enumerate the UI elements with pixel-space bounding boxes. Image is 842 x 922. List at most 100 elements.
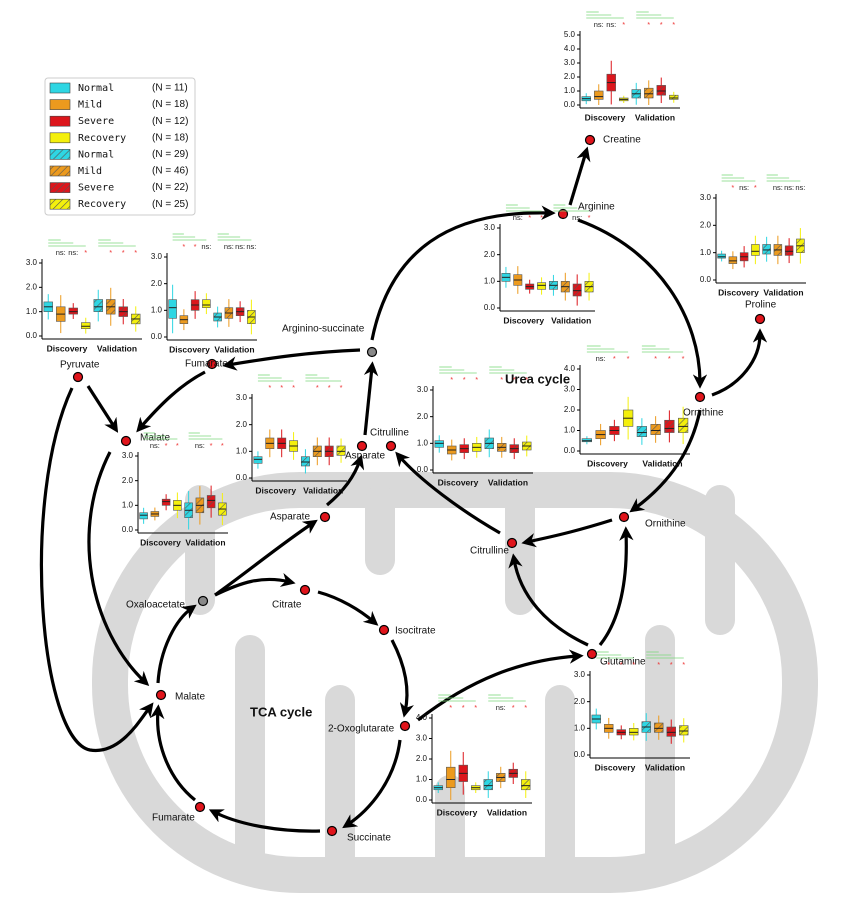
x-tick-label: Validation — [303, 485, 343, 495]
sig-label: * — [672, 20, 675, 29]
box — [664, 419, 675, 433]
box — [656, 85, 666, 96]
y-tick-label: 2.0 — [564, 405, 576, 414]
sig-label: * — [292, 383, 295, 392]
box-chart: 0.0 1.0 2.0 3.0 Discovery ns: * * Validation ns: *… — [122, 432, 228, 547]
legend-swatch — [49, 198, 71, 210]
box — [202, 299, 211, 308]
legend-label: Recovery — [78, 133, 126, 144]
y-tick-label: 0.0 — [122, 525, 134, 534]
x-tick-label: Validation — [97, 343, 137, 353]
sig-label: * — [607, 660, 610, 669]
box — [446, 766, 456, 789]
y-tick-label: 2.0 — [417, 412, 429, 421]
y-tick-label: 0.0 — [236, 473, 248, 482]
sig-label: ns: — [594, 20, 604, 29]
x-tick-label: Discovery — [438, 477, 479, 487]
y-tick-label: 0.0 — [151, 332, 163, 341]
x-tick-label: Discovery — [595, 762, 636, 772]
sig-label: * — [657, 660, 660, 669]
legend-count: (N = 29) — [152, 149, 188, 160]
sig-label: * — [194, 242, 197, 251]
y-tick-label: 2.0 — [416, 754, 428, 763]
metabolite-node — [366, 346, 378, 358]
y-tick-label: 2.0 — [700, 220, 712, 229]
box — [93, 299, 103, 312]
y-tick-label: 3.0 — [574, 670, 586, 679]
arrows — [39, 146, 768, 833]
y-tick-label: 3.0 — [236, 393, 248, 402]
legend-swatch — [49, 132, 71, 144]
legend-swatch — [49, 165, 71, 177]
legend-count: (N = 25) — [152, 199, 188, 210]
metabolite-node — [584, 134, 596, 146]
metabolite-node — [299, 584, 311, 596]
legend-count: (N = 12) — [152, 116, 188, 127]
sig-label: ns: — [572, 213, 582, 222]
box — [139, 512, 148, 520]
metabolite-node — [356, 440, 368, 452]
y-tick-label: 0.0 — [26, 331, 38, 340]
sig-label: * — [564, 213, 567, 222]
x-tick-label: Validation — [645, 762, 685, 772]
sig-label: ns: — [56, 248, 66, 257]
box — [666, 726, 676, 737]
box-chart: 0.0 1.0 2.0 3.0 4.0 Discovery * * * Validation ns:… — [416, 694, 532, 817]
y-tick-label: 3.0 — [564, 385, 576, 394]
sig-label: * — [474, 703, 477, 712]
box — [762, 244, 771, 255]
metabolite-node — [506, 537, 518, 549]
legend-label: Mild — [78, 166, 102, 177]
sig-label: * — [210, 441, 213, 450]
y-tick-label: 5.0 — [564, 30, 576, 39]
box-chart: 0.0 1.0 2.0 3.0 Discovery ns: * * Validation * ns:… — [484, 204, 595, 325]
metabolite-node — [120, 435, 132, 447]
y-tick-label: 1.0 — [417, 438, 429, 447]
metabolite-label: Ornithine — [683, 408, 724, 419]
box-chart: 0.0 1.0 2.0 3.0 Discovery * * * Validation * * * — [574, 651, 690, 772]
legend-label: Normal — [78, 149, 114, 160]
sig-label: ns: — [784, 183, 794, 192]
box — [253, 456, 263, 464]
metabolite-node — [694, 391, 706, 403]
sig-label: ns: — [195, 441, 205, 450]
sig-label: * — [668, 354, 671, 363]
mitochondrion — [92, 472, 818, 893]
sig-label: ns: — [739, 183, 749, 192]
metabolite-node — [586, 648, 598, 660]
box — [644, 87, 654, 99]
y-tick-label: 2.0 — [484, 250, 496, 259]
metabolite-node — [754, 313, 766, 325]
box — [594, 90, 604, 100]
sig-label: ns: — [795, 183, 805, 192]
sig-label: * — [540, 213, 543, 222]
sig-label: * — [182, 242, 185, 251]
sig-label: ns: — [513, 213, 523, 222]
sig-label: * — [463, 375, 466, 384]
sig-label: * — [328, 383, 331, 392]
sig-label: * — [731, 183, 734, 192]
legend-label: Normal — [78, 83, 114, 94]
sig-label: ns: — [150, 441, 160, 450]
x-tick-label: Discovery — [169, 344, 210, 354]
sig-label: * — [109, 248, 112, 257]
metabolite-node — [385, 440, 397, 452]
sig-label: ns: — [496, 703, 506, 712]
box-chart: 0.0 1.0 2.0 3.0 Discovery * * * Validation * * * — [236, 374, 347, 495]
sig-label: * — [647, 20, 650, 29]
sig-label: * — [627, 354, 630, 363]
metabolite-label: Fumarate — [152, 813, 195, 824]
metabolite-label: Citrate — [272, 600, 302, 611]
legend-label: Mild — [78, 100, 102, 111]
cycle-label: Urea cycle — [505, 371, 570, 386]
y-tick-label: 3.0 — [484, 223, 496, 232]
cycle-label: TCA cycle — [250, 704, 312, 719]
sig-label: * — [165, 441, 168, 450]
sig-label: * — [134, 248, 137, 257]
x-tick-label: Discovery — [255, 485, 296, 495]
sig-label: * — [475, 375, 478, 384]
metabolite-node — [399, 720, 411, 732]
metabolite-label: Citrulline — [370, 428, 409, 439]
sig-label: * — [122, 248, 125, 257]
sig-label: * — [500, 375, 503, 384]
